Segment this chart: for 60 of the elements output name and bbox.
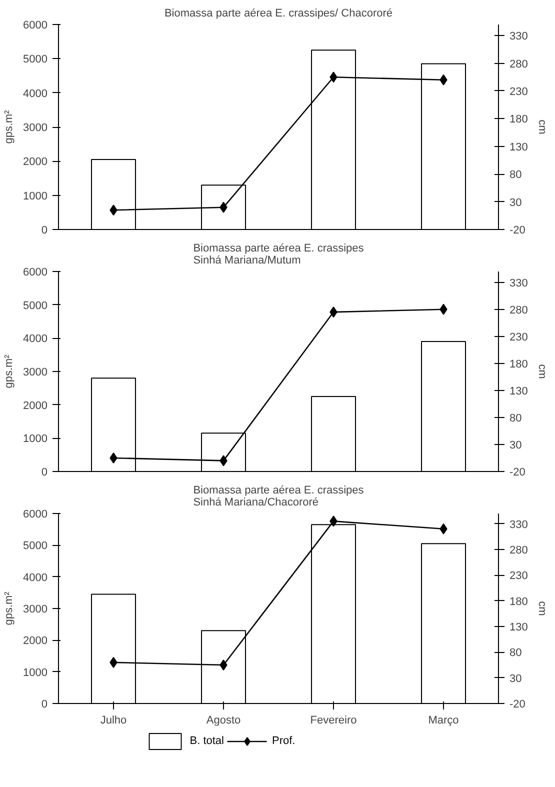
- y-tick-label: 2000: [23, 400, 48, 412]
- y2-tick-label: 230: [510, 331, 528, 344]
- y2-tick-label: -20: [510, 224, 526, 236]
- chart-title: Biomassa parte aérea E. crassipes/ Chacororé: [164, 8, 393, 20]
- y2-tick-label: 280: [510, 544, 528, 556]
- y-tick-label: 3000: [23, 366, 48, 378]
- legend-label: Prof.: [272, 735, 296, 747]
- y2-tick-label: 30: [510, 672, 522, 685]
- legend-label: B. total: [190, 735, 224, 747]
- y-tick-label: 6000: [23, 508, 48, 520]
- y-tick-label: 1000: [23, 433, 48, 446]
- y-tick-label: 5000: [23, 54, 48, 66]
- y-tick-label: 4000: [23, 333, 48, 346]
- y2-tick-label: 180: [510, 114, 528, 126]
- y-axis-title: gps.m²: [3, 591, 16, 626]
- chart-title: Biomassa parte aérea E. crassipes Sinhá Mariana/Mutum: [193, 242, 364, 266]
- y-tick-label: 0: [41, 224, 48, 236]
- y-tick-label: 3000: [23, 604, 48, 616]
- y-axis-title: gps.m²: [3, 110, 16, 144]
- y2-tick-label: -20: [510, 466, 526, 478]
- y-tick-label: 5000: [23, 300, 48, 312]
- y2-tick-label: 80: [510, 647, 522, 660]
- y-tick-label: 3000: [23, 122, 48, 134]
- y-tick-label: 0: [41, 466, 48, 478]
- y2-tick-label: 330: [510, 277, 528, 290]
- y2-tick-label: -20: [510, 698, 526, 710]
- y2-tick-label: 230: [510, 570, 528, 582]
- y2-tick-label: 80: [510, 412, 522, 424]
- y-tick-label: 2000: [23, 635, 48, 648]
- y2-tick-label: 30: [510, 196, 522, 209]
- y-tick-label: 4000: [23, 88, 48, 100]
- y2-tick-label: 80: [510, 169, 522, 182]
- x-tick-label: Março: [428, 714, 459, 726]
- y2-tick-label: 130: [510, 385, 528, 398]
- chart-title: Biomassa parte aérea E. crassipes Sinhá Mariana/Chacororé: [193, 484, 364, 508]
- y-tick-label: 6000: [23, 266, 48, 278]
- y-tick-label: 1000: [23, 190, 48, 202]
- y-tick-label: 0: [41, 698, 48, 710]
- y2-tick-label: 130: [510, 621, 528, 634]
- x-tick-label: Agosto: [206, 714, 241, 726]
- y2-tick-label: 330: [510, 30, 528, 43]
- y2-tick-label: 280: [510, 58, 528, 70]
- y-tick-label: 5000: [23, 540, 48, 552]
- y2-axis-title: cm: [536, 120, 548, 134]
- x-tick-label: Fevereiro: [310, 714, 357, 726]
- y2-axis-title: cm: [536, 364, 548, 379]
- y2-tick-label: 280: [510, 304, 528, 316]
- y2-tick-label: 330: [510, 518, 528, 531]
- y2-axis-title: cm: [536, 601, 548, 616]
- y2-tick-label: 130: [510, 141, 528, 154]
- y2-tick-label: 230: [510, 86, 528, 98]
- y-tick-label: 2000: [23, 156, 48, 168]
- y2-tick-label: 30: [510, 439, 522, 452]
- y-tick-label: 6000: [23, 20, 48, 32]
- y2-tick-label: 180: [510, 358, 528, 370]
- y-tick-label: 4000: [23, 572, 48, 584]
- y-tick-label: 1000: [23, 666, 48, 679]
- y2-tick-label: 180: [510, 596, 528, 608]
- x-tick-label: Julho: [100, 714, 127, 726]
- y-axis-title: gps.m²: [3, 354, 16, 388]
